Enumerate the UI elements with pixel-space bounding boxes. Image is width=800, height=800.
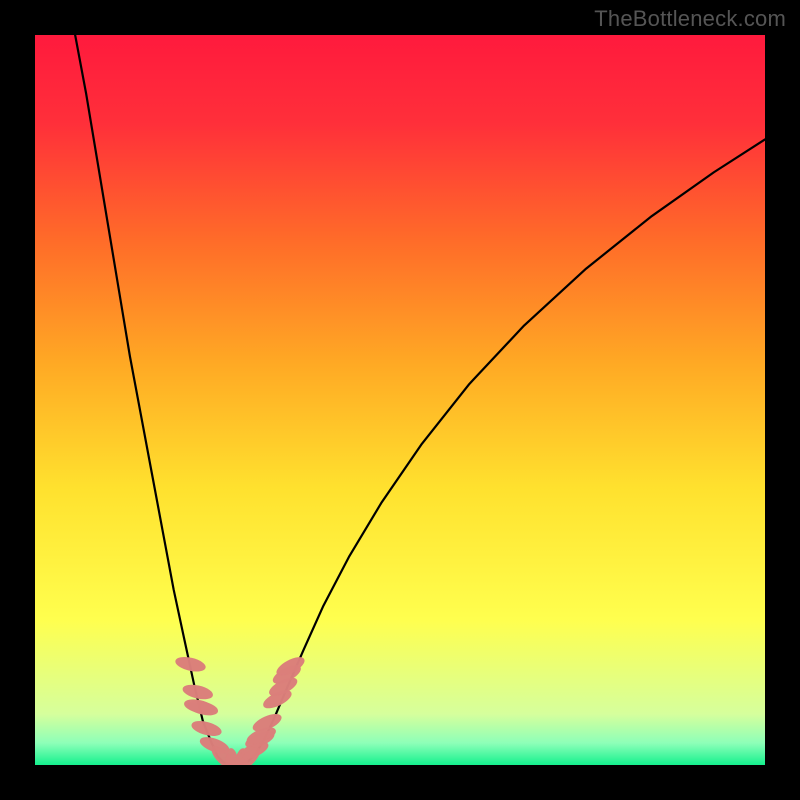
bottleneck-chart [35, 35, 765, 765]
gradient-background [35, 35, 765, 765]
chart-svg [35, 35, 765, 765]
watermark-text: TheBottleneck.com [594, 6, 786, 32]
